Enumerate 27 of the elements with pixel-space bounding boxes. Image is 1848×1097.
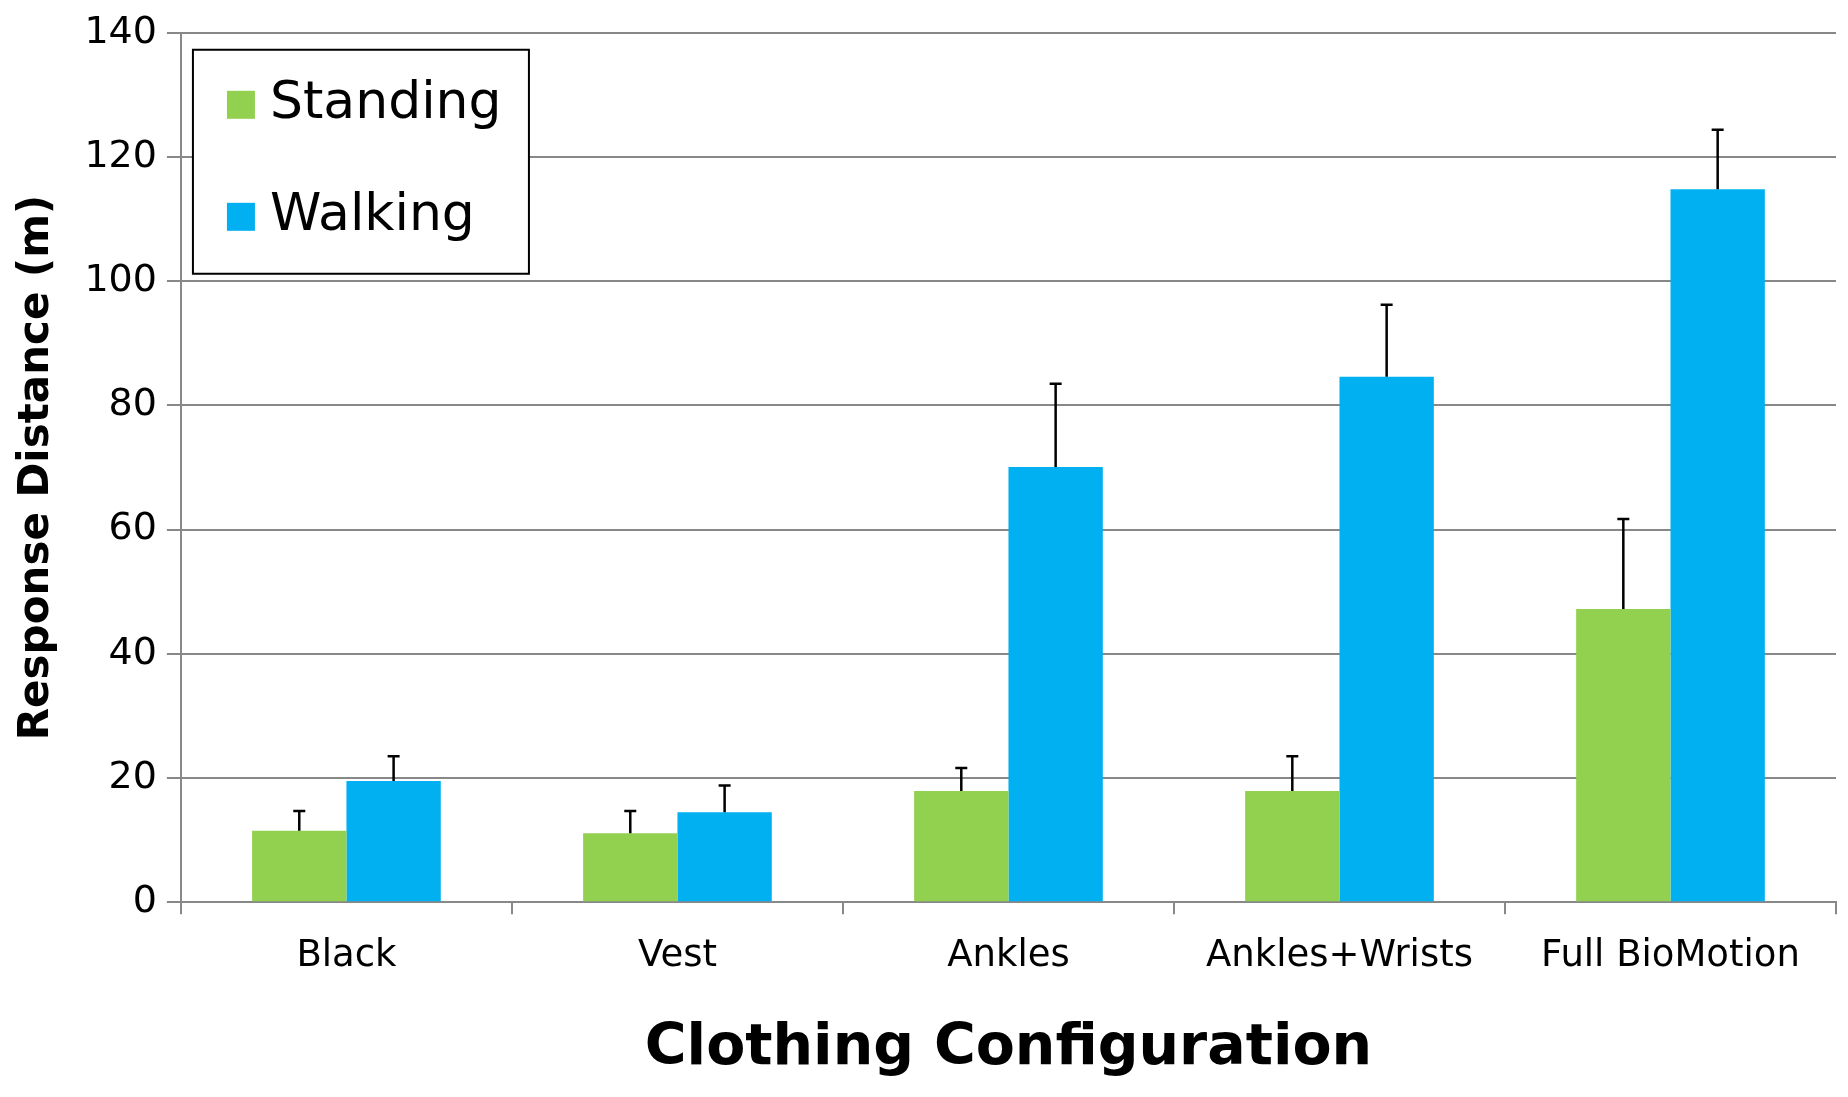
y-tick-label: 80 xyxy=(108,380,157,425)
bar xyxy=(252,830,347,902)
bar xyxy=(1245,791,1340,902)
x-tick-label: Black xyxy=(296,932,398,976)
y-tick-label: 120 xyxy=(84,131,157,176)
bar xyxy=(1576,609,1671,902)
legend-label: Walking xyxy=(269,182,475,243)
bar xyxy=(583,833,678,902)
y-tick-label: 20 xyxy=(108,752,157,797)
x-axis-title: Clothing Configuration xyxy=(644,1010,1373,1077)
legend-label: Standing xyxy=(269,70,502,131)
bar xyxy=(914,791,1009,902)
x-tick-label: Ankles xyxy=(947,932,1070,976)
y-tick-label: 60 xyxy=(108,504,157,549)
bar xyxy=(677,812,772,902)
y-axis-title: Response Distance (m) xyxy=(9,194,59,741)
bar xyxy=(346,781,441,902)
x-tick-label: Vest xyxy=(637,932,717,976)
y-tick-label: 100 xyxy=(84,256,157,301)
x-tick-label: Full BioMotion xyxy=(1541,932,1800,976)
bar xyxy=(1339,376,1434,902)
y-tick-label: 40 xyxy=(108,628,157,673)
bar xyxy=(1670,189,1765,902)
y-tick-label: 140 xyxy=(84,7,157,52)
bar xyxy=(1008,466,1103,902)
y-tick-label: 0 xyxy=(132,877,157,922)
x-tick-label: Ankles+Wrists xyxy=(1205,932,1473,976)
